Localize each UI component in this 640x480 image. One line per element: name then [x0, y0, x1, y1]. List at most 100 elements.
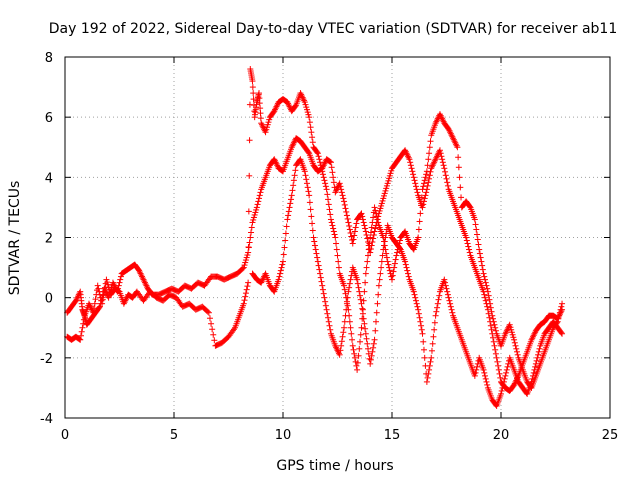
- data-point: [239, 265, 246, 272]
- data-point: [370, 235, 377, 242]
- data-point: [558, 329, 565, 336]
- data-point: [385, 261, 392, 268]
- data-point: [490, 318, 497, 325]
- data-point: [245, 279, 252, 286]
- data-point: [448, 306, 455, 313]
- data-point: [426, 150, 433, 157]
- data-point: [292, 103, 299, 110]
- data-point: [315, 262, 322, 269]
- data-point: [256, 192, 263, 199]
- data-point: [426, 144, 433, 151]
- data-point: [327, 158, 334, 165]
- data-point: [416, 218, 423, 225]
- data-point: [533, 357, 540, 364]
- data-point: [440, 162, 447, 169]
- data-point: [444, 182, 451, 189]
- data-point: [482, 279, 489, 286]
- data-point: [79, 324, 86, 331]
- data-point: [492, 327, 499, 334]
- data-point: [340, 329, 347, 336]
- data-point: [363, 231, 370, 238]
- data-point: [431, 326, 438, 333]
- data-point: [304, 109, 311, 116]
- data-point: [495, 366, 502, 373]
- data-point: [410, 174, 417, 181]
- data-point: [501, 375, 508, 382]
- data-point: [96, 303, 103, 310]
- data-point: [523, 389, 530, 396]
- data-point: [304, 184, 311, 191]
- data-point: [115, 282, 122, 289]
- data-point: [392, 256, 399, 263]
- data-point: [510, 334, 517, 341]
- data-point: [317, 159, 324, 166]
- data-point: [246, 239, 253, 246]
- data-point: [430, 333, 437, 340]
- data-point: [326, 322, 333, 329]
- data-point: [535, 348, 542, 355]
- data-point: [325, 196, 332, 203]
- data-point: [308, 213, 315, 220]
- data-point: [360, 315, 367, 322]
- data-point: [457, 184, 464, 191]
- data-point: [432, 312, 439, 319]
- data-point: [443, 175, 450, 182]
- data-point: [246, 172, 253, 179]
- data-point: [355, 284, 362, 291]
- data-point: [506, 321, 513, 328]
- data-point: [344, 294, 351, 301]
- data-point: [421, 177, 428, 184]
- data-point: [301, 168, 308, 175]
- data-point: [104, 279, 111, 286]
- data-point: [418, 202, 425, 209]
- data-point: [323, 186, 330, 193]
- data-point: [466, 203, 473, 210]
- data-point: [257, 189, 264, 196]
- data-point: [266, 116, 273, 123]
- data-point: [341, 201, 348, 208]
- data-point: [337, 183, 344, 190]
- data-point: [262, 129, 269, 136]
- data-point: [307, 206, 314, 213]
- data-point: [495, 362, 502, 369]
- data-point: [367, 360, 374, 367]
- data-point: [378, 202, 385, 209]
- data-point: [341, 318, 348, 325]
- data-point: [368, 352, 375, 359]
- data-point: [278, 264, 285, 271]
- data-point: [492, 324, 499, 331]
- x-tick-label: 5: [170, 428, 178, 443]
- data-point: [263, 126, 270, 133]
- data-point: [305, 188, 312, 195]
- data-point: [367, 234, 374, 241]
- data-point: [410, 171, 417, 178]
- data-point: [498, 390, 504, 397]
- x-tick-label: 15: [384, 428, 401, 443]
- data-point: [422, 192, 429, 199]
- data-point: [327, 326, 334, 333]
- data-point: [354, 280, 361, 287]
- data-point: [503, 366, 510, 373]
- data-point: [354, 359, 361, 366]
- data-point: [311, 242, 318, 249]
- data-point: [444, 179, 451, 186]
- data-point: [312, 246, 319, 253]
- data-point: [343, 306, 350, 313]
- data-point: [251, 211, 258, 218]
- data-point: [498, 387, 505, 394]
- data-point: [367, 356, 374, 363]
- data-point: [244, 252, 251, 259]
- data-point: [420, 338, 427, 345]
- data-point: [208, 320, 215, 327]
- data-point: [530, 369, 537, 376]
- data-point: [476, 246, 483, 253]
- x-tick-label: 0: [61, 428, 69, 443]
- data-point: [500, 378, 507, 385]
- data-point: [367, 249, 374, 256]
- data-point: [363, 335, 370, 342]
- data-point: [257, 110, 264, 117]
- data-point: [368, 224, 375, 231]
- data-point: [306, 114, 313, 121]
- data-point: [356, 345, 363, 352]
- data-point: [371, 204, 378, 211]
